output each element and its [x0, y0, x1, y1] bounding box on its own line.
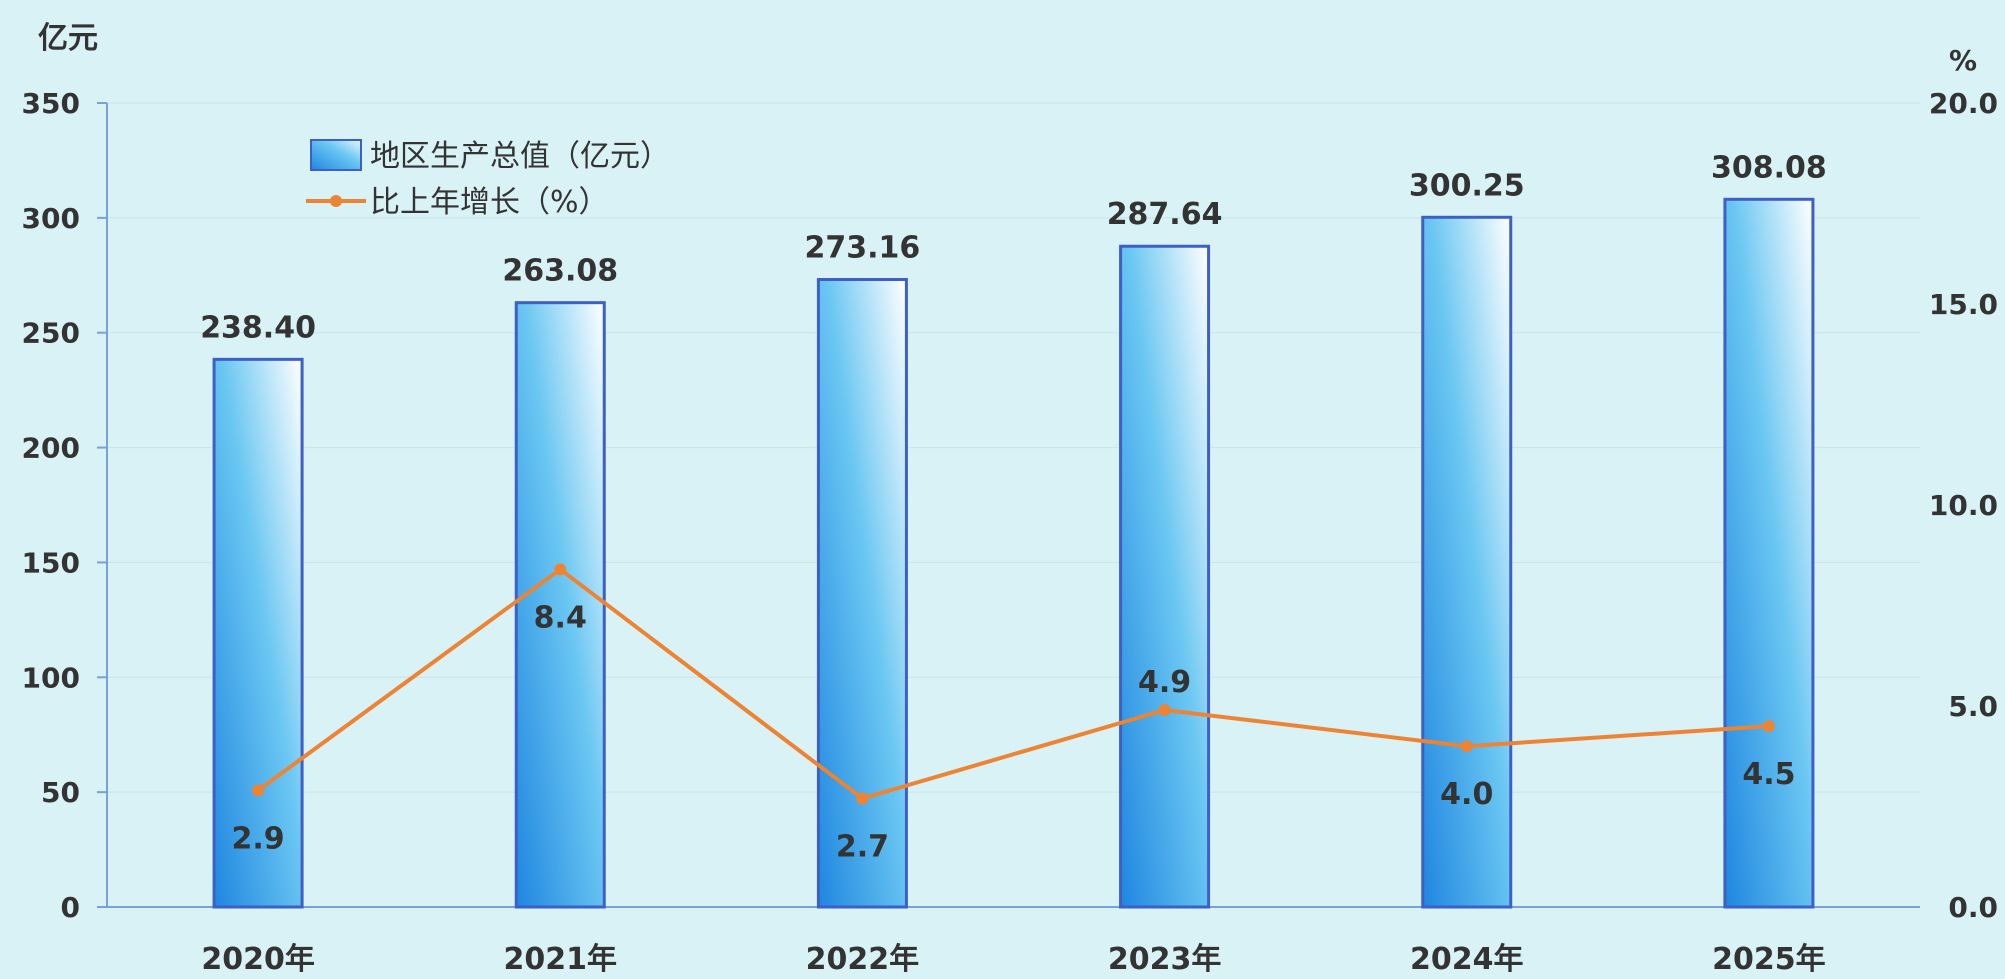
- left-tick-label: 50: [41, 776, 80, 809]
- line-value-label: 2.9: [232, 821, 285, 856]
- legend-line-marker: [330, 195, 342, 207]
- right-axis-ticks: 0.0 5.0 10.0 15.0 20.0: [1929, 87, 1998, 924]
- right-tick-label: 10.0: [1929, 489, 1998, 522]
- line-point: [554, 563, 567, 576]
- right-tick-label: 20.0: [1929, 87, 1998, 120]
- right-tick-label: 5.0: [1948, 690, 1998, 723]
- line-value-label: 4.5: [1742, 757, 1795, 792]
- line-point: [252, 784, 265, 797]
- left-tick-label: 200: [22, 432, 80, 465]
- left-tick-label: 350: [22, 87, 80, 120]
- line-value-label: 4.0: [1440, 777, 1493, 812]
- line-value-labels: 2.9 8.4 2.7 4.9 4.0 4.5: [232, 600, 1796, 864]
- line-point: [856, 792, 869, 805]
- line-value-label: 8.4: [534, 600, 587, 635]
- bar-value-label: 287.64: [1107, 197, 1223, 232]
- x-tick-label: 2022年: [806, 942, 920, 977]
- x-tick-label: 2020年: [201, 942, 315, 977]
- bar-value-labels: 238.40 263.08 273.16 287.64 300.25 308.08: [200, 150, 1827, 345]
- left-tick-label: 150: [22, 546, 80, 579]
- line-series: [252, 563, 1775, 805]
- line-point: [1762, 720, 1775, 733]
- left-axis-unit: 亿元: [38, 21, 98, 56]
- left-tick-label: 0: [61, 891, 80, 924]
- bar-value-label: 300.25: [1409, 168, 1525, 203]
- left-tick-label: 250: [22, 317, 80, 350]
- right-axis-unit: %: [1949, 44, 1977, 77]
- bar-value-label: 308.08: [1711, 150, 1827, 185]
- growth-line: [256, 566, 1770, 801]
- bar-value-label: 263.08: [502, 254, 618, 289]
- bar: [514, 301, 606, 909]
- left-axis-ticks: 0 50 100 150 200 250 300 350: [22, 87, 107, 924]
- line-value-label: 2.7: [836, 829, 889, 864]
- left-tick-label: 300: [22, 202, 80, 235]
- x-tick-label: 2025年: [1712, 942, 1826, 977]
- line-value-label: 4.9: [1138, 665, 1191, 700]
- gridlines: [107, 102, 1920, 793]
- legend: 地区生产总值（亿元） 比上年增长（%）: [306, 139, 670, 220]
- right-tick-label: 0.0: [1948, 891, 1998, 924]
- bar: [1421, 215, 1513, 909]
- bar: [1723, 197, 1815, 909]
- bar: [816, 278, 908, 909]
- legend-line-label: 比上年增长（%）: [370, 185, 609, 220]
- x-tick-label: 2021年: [504, 942, 618, 977]
- legend-bar-swatch: [310, 139, 362, 171]
- x-tick-label: 2023年: [1108, 942, 1222, 977]
- line-point: [1460, 740, 1473, 753]
- legend-bar-label: 地区生产总值（亿元）: [370, 139, 670, 174]
- bar-value-label: 273.16: [805, 231, 921, 266]
- bar: [212, 357, 304, 909]
- line-point: [1158, 704, 1171, 717]
- left-tick-label: 100: [22, 661, 80, 694]
- x-tick-label: 2024年: [1410, 942, 1524, 977]
- right-tick-label: 15.0: [1929, 288, 1998, 321]
- bar: [1119, 244, 1211, 909]
- x-axis-labels: 2020年 2021年 2022年 2023年 2024年 2025年: [201, 942, 1825, 977]
- bar-value-label: 238.40: [200, 310, 316, 345]
- bar-series: [212, 197, 1815, 909]
